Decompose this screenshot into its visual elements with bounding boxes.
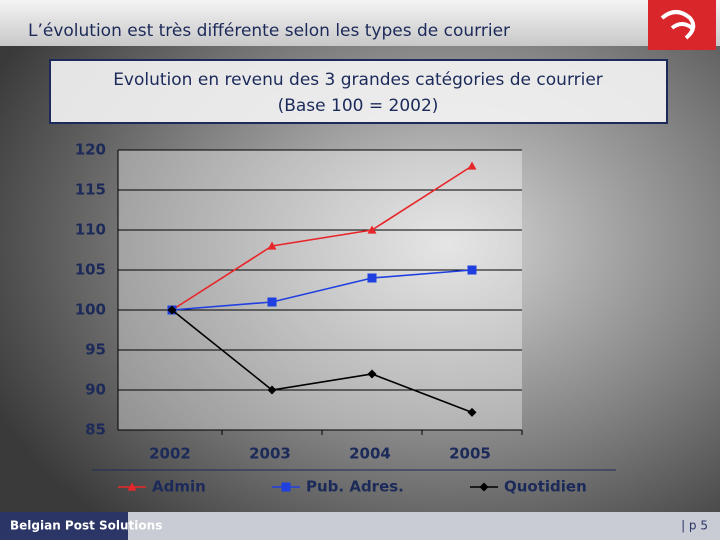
chart-title-box <box>49 59 668 124</box>
legend-marker <box>479 482 489 492</box>
footer-brand: Belgian Post Solutions <box>10 519 162 533</box>
x-tick-label: 2005 <box>449 445 491 463</box>
y-tick-label: 115 <box>75 181 106 199</box>
chart-subtitle: (Base 100 = 2002) <box>278 96 439 116</box>
series-line <box>171 269 473 311</box>
point <box>367 273 377 283</box>
x-tick-label: 2002 <box>149 445 191 463</box>
x-tick-label: 2003 <box>249 445 291 463</box>
slide-title: L’évolution est très différente selon le… <box>28 21 510 41</box>
y-tick-label: 110 <box>75 221 106 239</box>
page-number: | p 5 <box>681 519 708 533</box>
legend-label: Quotidien <box>504 478 587 496</box>
legend-label: Pub. Adres. <box>306 478 404 496</box>
y-tick-label: 120 <box>75 141 106 159</box>
logo-horn <box>660 10 696 40</box>
legend-label: Admin <box>152 478 206 496</box>
point <box>267 241 277 250</box>
point <box>467 265 477 275</box>
y-tick-label: 100 <box>75 301 106 319</box>
x-tick-label: 2004 <box>349 445 391 463</box>
y-tick-label: 95 <box>85 341 106 359</box>
point <box>467 161 477 170</box>
legend-marker <box>281 482 291 492</box>
point <box>467 407 477 417</box>
point <box>267 297 277 307</box>
footer-brand-box <box>0 512 128 540</box>
point <box>367 369 377 379</box>
series-line <box>171 309 473 414</box>
point <box>167 305 177 315</box>
y-tick-label: 105 <box>75 261 106 279</box>
header-band <box>0 0 720 46</box>
point <box>367 225 377 234</box>
series-line <box>171 165 473 311</box>
chart-title: Evolution en revenu des 3 grandes catégo… <box>113 70 603 90</box>
point <box>267 385 277 395</box>
y-tick-label: 90 <box>85 381 106 399</box>
legend-marker <box>127 482 137 491</box>
y-tick-label: 85 <box>85 421 106 439</box>
